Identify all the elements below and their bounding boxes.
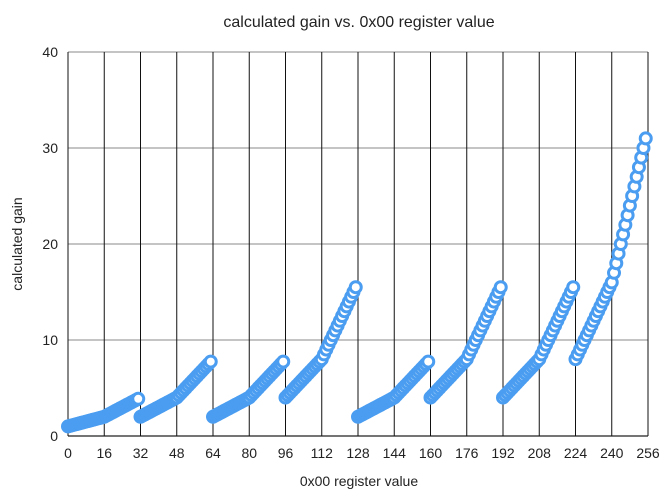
x-tick-label: 256: [636, 445, 660, 461]
data-points: [61, 131, 653, 434]
data-point: [203, 354, 218, 369]
x-tick-label: 192: [491, 445, 515, 461]
x-tick-label: 112: [311, 445, 334, 461]
y-tick-labels: 0 10 20 30 40: [42, 44, 58, 444]
x-axis-label: 0x00 register value: [300, 473, 419, 489]
x-tick-label: 128: [346, 445, 370, 461]
y-axis-label: calculated gain: [9, 197, 25, 290]
x-tick-label: 160: [419, 445, 443, 461]
x-tick-label: 224: [564, 445, 588, 461]
y-tick-label: 40: [42, 44, 58, 60]
data-point: [276, 354, 291, 369]
x-tick-label: 32: [133, 445, 149, 461]
x-tick-label: 96: [278, 445, 294, 461]
data-point: [131, 391, 146, 406]
x-tick-label: 208: [528, 445, 552, 461]
chart-title: calculated gain vs. 0x00 register value: [223, 14, 494, 31]
x-tick-label: 80: [241, 445, 257, 461]
grid-lines: [67, 51, 649, 437]
x-tick-label: 176: [455, 445, 479, 461]
y-tick-label: 10: [42, 332, 58, 348]
y-tick-label: 30: [42, 140, 58, 156]
x-tick-label: 240: [600, 445, 624, 461]
y-tick-label: 20: [42, 236, 58, 252]
data-point: [566, 280, 581, 295]
data-point: [638, 131, 653, 146]
x-tick-label: 0: [64, 445, 72, 461]
x-tick-label: 16: [96, 445, 112, 461]
data-point: [421, 354, 436, 369]
x-tick-labels: 0 16 32 48 64 80 96 112 128 144 160 176 192 208 224 240…: [64, 445, 660, 461]
y-tick-label: 0: [50, 428, 58, 444]
data-point: [493, 280, 508, 295]
x-tick-label: 144: [383, 445, 407, 461]
x-tick-label: 48: [169, 445, 185, 461]
data-point: [348, 280, 363, 295]
x-tick-label: 64: [205, 445, 221, 461]
